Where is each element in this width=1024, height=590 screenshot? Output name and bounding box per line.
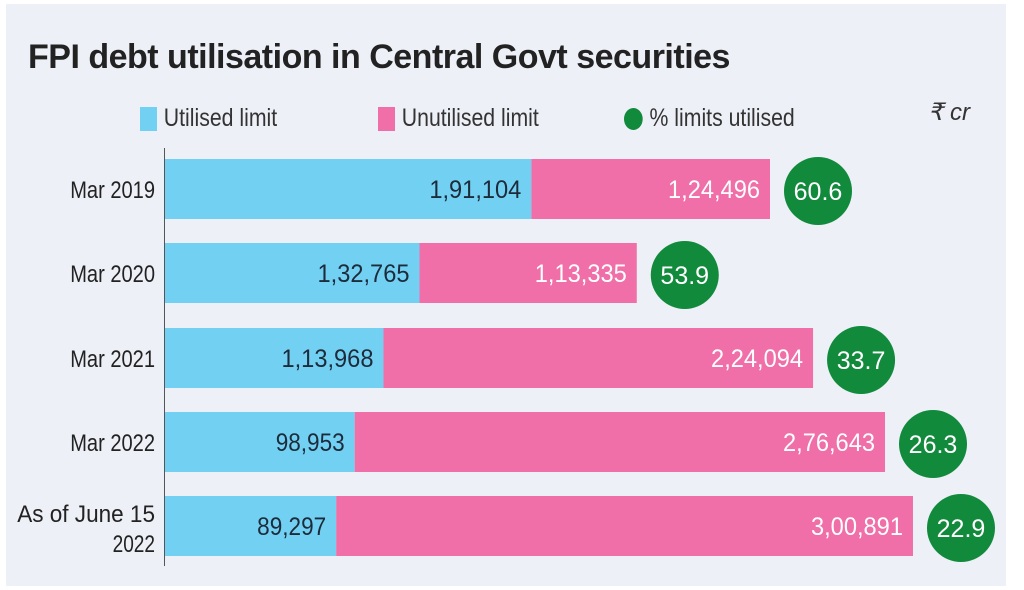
percent-circle [899, 410, 968, 478]
value-label-unutilised: 2,24,094 [711, 345, 803, 373]
legend-utilised: Utilised limit [140, 104, 277, 133]
category-label: Mar 2021 [70, 346, 155, 373]
bar-utilised [165, 328, 384, 388]
bar-utilised [165, 412, 355, 472]
bar-unutilised [419, 243, 637, 303]
percent-label: 33.7 [837, 347, 886, 375]
bar-unutilised [383, 328, 814, 388]
value-label-utilised: 1,91,104 [429, 176, 521, 204]
legend-swatch [378, 106, 395, 131]
percent-circle [827, 326, 896, 394]
chart-title: FPI debt utilisation in Central Govt sec… [28, 38, 730, 76]
category-label: Mar 2020 [70, 261, 155, 288]
legend-dot [624, 107, 643, 130]
legend-label: % limits utilised [649, 104, 795, 132]
percent-circle [650, 241, 719, 309]
bar-unutilised [336, 496, 913, 556]
percent-label: 26.3 [909, 431, 958, 459]
percent-label: 53.9 [660, 262, 709, 290]
value-label-utilised: 89,297 [257, 513, 326, 541]
value-label-unutilised: 3,00,891 [811, 513, 903, 541]
legend-swatch [140, 106, 157, 131]
percent-label: 22.9 [937, 515, 986, 543]
value-label-utilised: 98,953 [276, 429, 345, 457]
percent-circle [784, 157, 852, 225]
bar-unutilised [354, 412, 886, 472]
legend-label: Unutilised limit [401, 104, 539, 132]
value-label-unutilised: 1,24,496 [668, 176, 760, 204]
value-label-unutilised: 2,76,643 [783, 429, 875, 457]
value-label-unutilised: 1,13,335 [535, 260, 627, 288]
bar-utilised [165, 243, 420, 303]
unit-label: ₹ cr [928, 99, 970, 126]
category-label: Mar 2022 [70, 430, 155, 457]
bar-unutilised [531, 159, 770, 219]
legend-label: Utilised limit [163, 104, 278, 132]
value-label-utilised: 1,32,765 [318, 260, 410, 288]
value-label-utilised: 1,13,968 [281, 345, 373, 373]
legend-unutilised: Unutilised limit [378, 104, 539, 133]
percent-label: 60.6 [794, 178, 843, 206]
category-label: Mar 2019 [70, 177, 155, 204]
legend-percent: % limits utilised [624, 104, 795, 133]
category-axis [164, 148, 165, 566]
bar-utilised [165, 159, 532, 219]
category-label: 2022 [113, 531, 155, 558]
bar-utilised [165, 496, 337, 556]
category-label: As of June 15 [17, 501, 155, 528]
percent-circle [926, 494, 995, 562]
